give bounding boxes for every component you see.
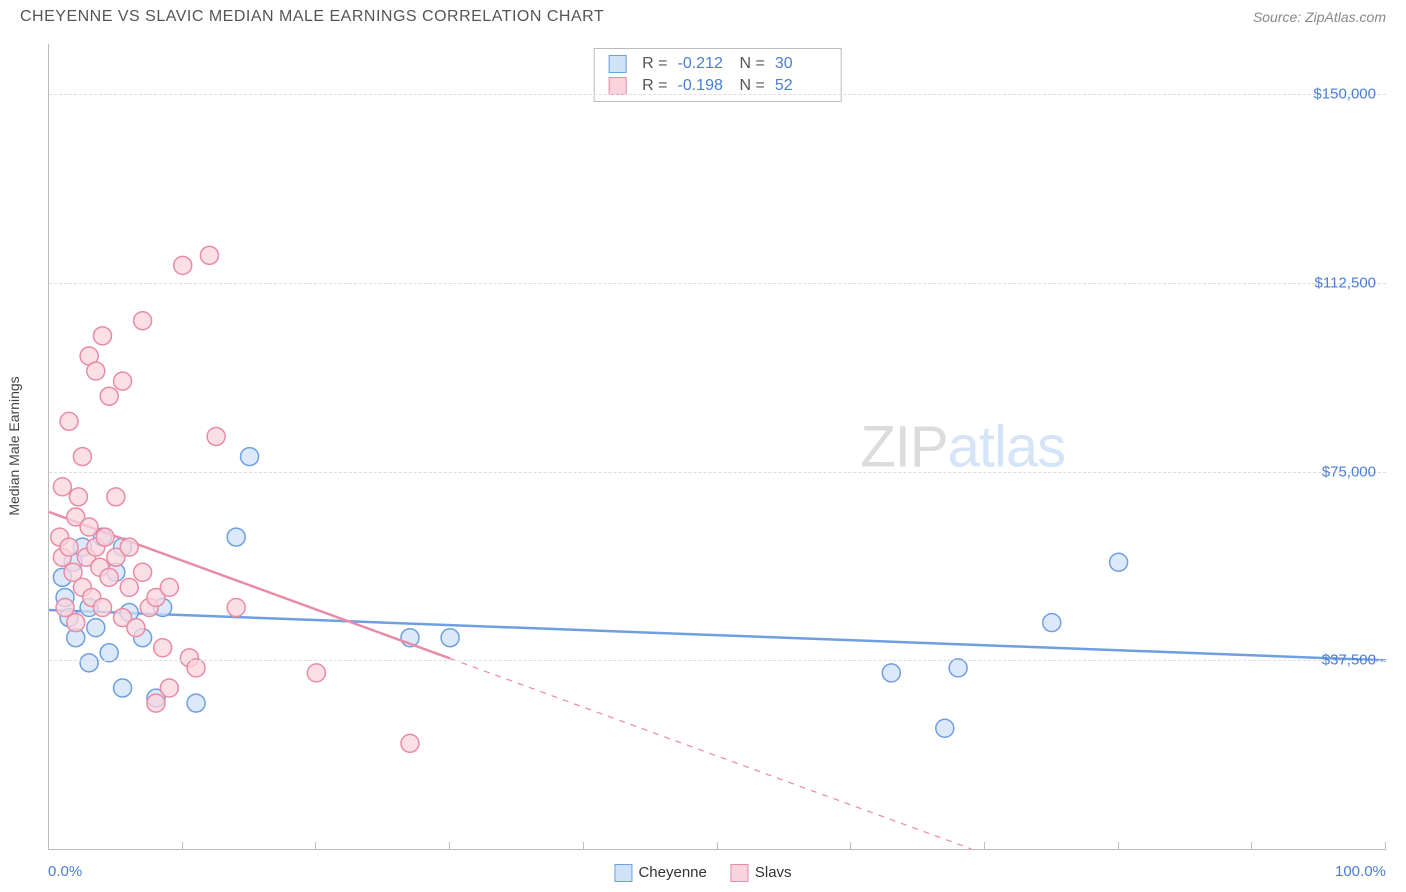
gridline (49, 94, 1386, 95)
data-point (87, 362, 105, 380)
data-point (80, 654, 98, 672)
y-tick-label: $112,500 (1315, 274, 1376, 291)
x-tick (449, 842, 450, 850)
data-point (207, 427, 225, 445)
data-point (307, 664, 325, 682)
gridline (49, 660, 1386, 661)
y-axis-label: Median Male Earnings (6, 376, 22, 515)
x-tick (1118, 842, 1119, 850)
legend-swatch (608, 77, 626, 95)
data-point (93, 327, 111, 345)
data-point (882, 664, 900, 682)
data-point (67, 614, 85, 632)
data-point (96, 528, 114, 546)
x-tick (48, 842, 49, 850)
data-point (120, 538, 138, 556)
legend-swatch (608, 55, 626, 73)
data-point (120, 578, 138, 596)
x-tick (182, 842, 183, 850)
data-point (936, 719, 954, 737)
data-point (1043, 614, 1061, 632)
gridline (49, 283, 1386, 284)
legend-item: Cheyenne (614, 864, 706, 882)
chart-title: CHEYENNE VS SLAVIC MEDIAN MALE EARNINGS … (20, 8, 604, 26)
data-point (154, 639, 172, 657)
data-point (87, 619, 105, 637)
data-point (107, 488, 125, 506)
data-point (160, 679, 178, 697)
data-point (441, 629, 459, 647)
x-tick (1385, 842, 1386, 850)
x-axis-label: 0.0% (48, 863, 82, 880)
data-point (69, 488, 87, 506)
data-point (114, 372, 132, 390)
x-tick (583, 842, 584, 850)
data-point (187, 659, 205, 677)
data-point (241, 448, 259, 466)
data-point (127, 619, 145, 637)
data-point (114, 679, 132, 697)
x-tick (717, 842, 718, 850)
series-legend: Cheyenne Slavs (614, 864, 791, 882)
scatter-svg (49, 44, 1386, 849)
source-attribution: Source: ZipAtlas.com (1253, 9, 1386, 25)
stats-row: R =-0.212N =30 (608, 53, 827, 75)
y-tick-label: $37,500 (1322, 652, 1376, 669)
legend-swatch (731, 864, 749, 882)
data-point (56, 599, 74, 617)
chart-header: CHEYENNE VS SLAVIC MEDIAN MALE EARNINGS … (0, 0, 1406, 30)
data-point (401, 734, 419, 752)
data-point (134, 312, 152, 330)
gridline (49, 472, 1386, 473)
data-point (147, 694, 165, 712)
x-tick (1251, 842, 1252, 850)
data-point (73, 448, 91, 466)
chart-plot-area: ZIPatlas R =-0.212N =30R =-0.198N =52 $3… (48, 44, 1386, 850)
data-point (200, 246, 218, 264)
data-point (80, 518, 98, 536)
x-tick (315, 842, 316, 850)
data-point (53, 478, 71, 496)
data-point (949, 659, 967, 677)
legend-swatch (614, 864, 632, 882)
data-point (174, 256, 192, 274)
x-tick (850, 842, 851, 850)
y-tick-label: $75,000 (1322, 463, 1376, 480)
data-point (60, 412, 78, 430)
data-point (100, 568, 118, 586)
data-point (100, 387, 118, 405)
data-point (227, 528, 245, 546)
x-axis-label: 100.0% (1335, 863, 1386, 880)
data-point (60, 538, 78, 556)
data-point (187, 694, 205, 712)
data-point (134, 563, 152, 581)
x-tick (984, 842, 985, 850)
data-point (227, 599, 245, 617)
data-point (93, 599, 111, 617)
data-point (1110, 553, 1128, 571)
data-point (100, 644, 118, 662)
data-point (160, 578, 178, 596)
legend-item: Slavs (731, 864, 792, 882)
y-tick-label: $150,000 (1313, 86, 1376, 103)
